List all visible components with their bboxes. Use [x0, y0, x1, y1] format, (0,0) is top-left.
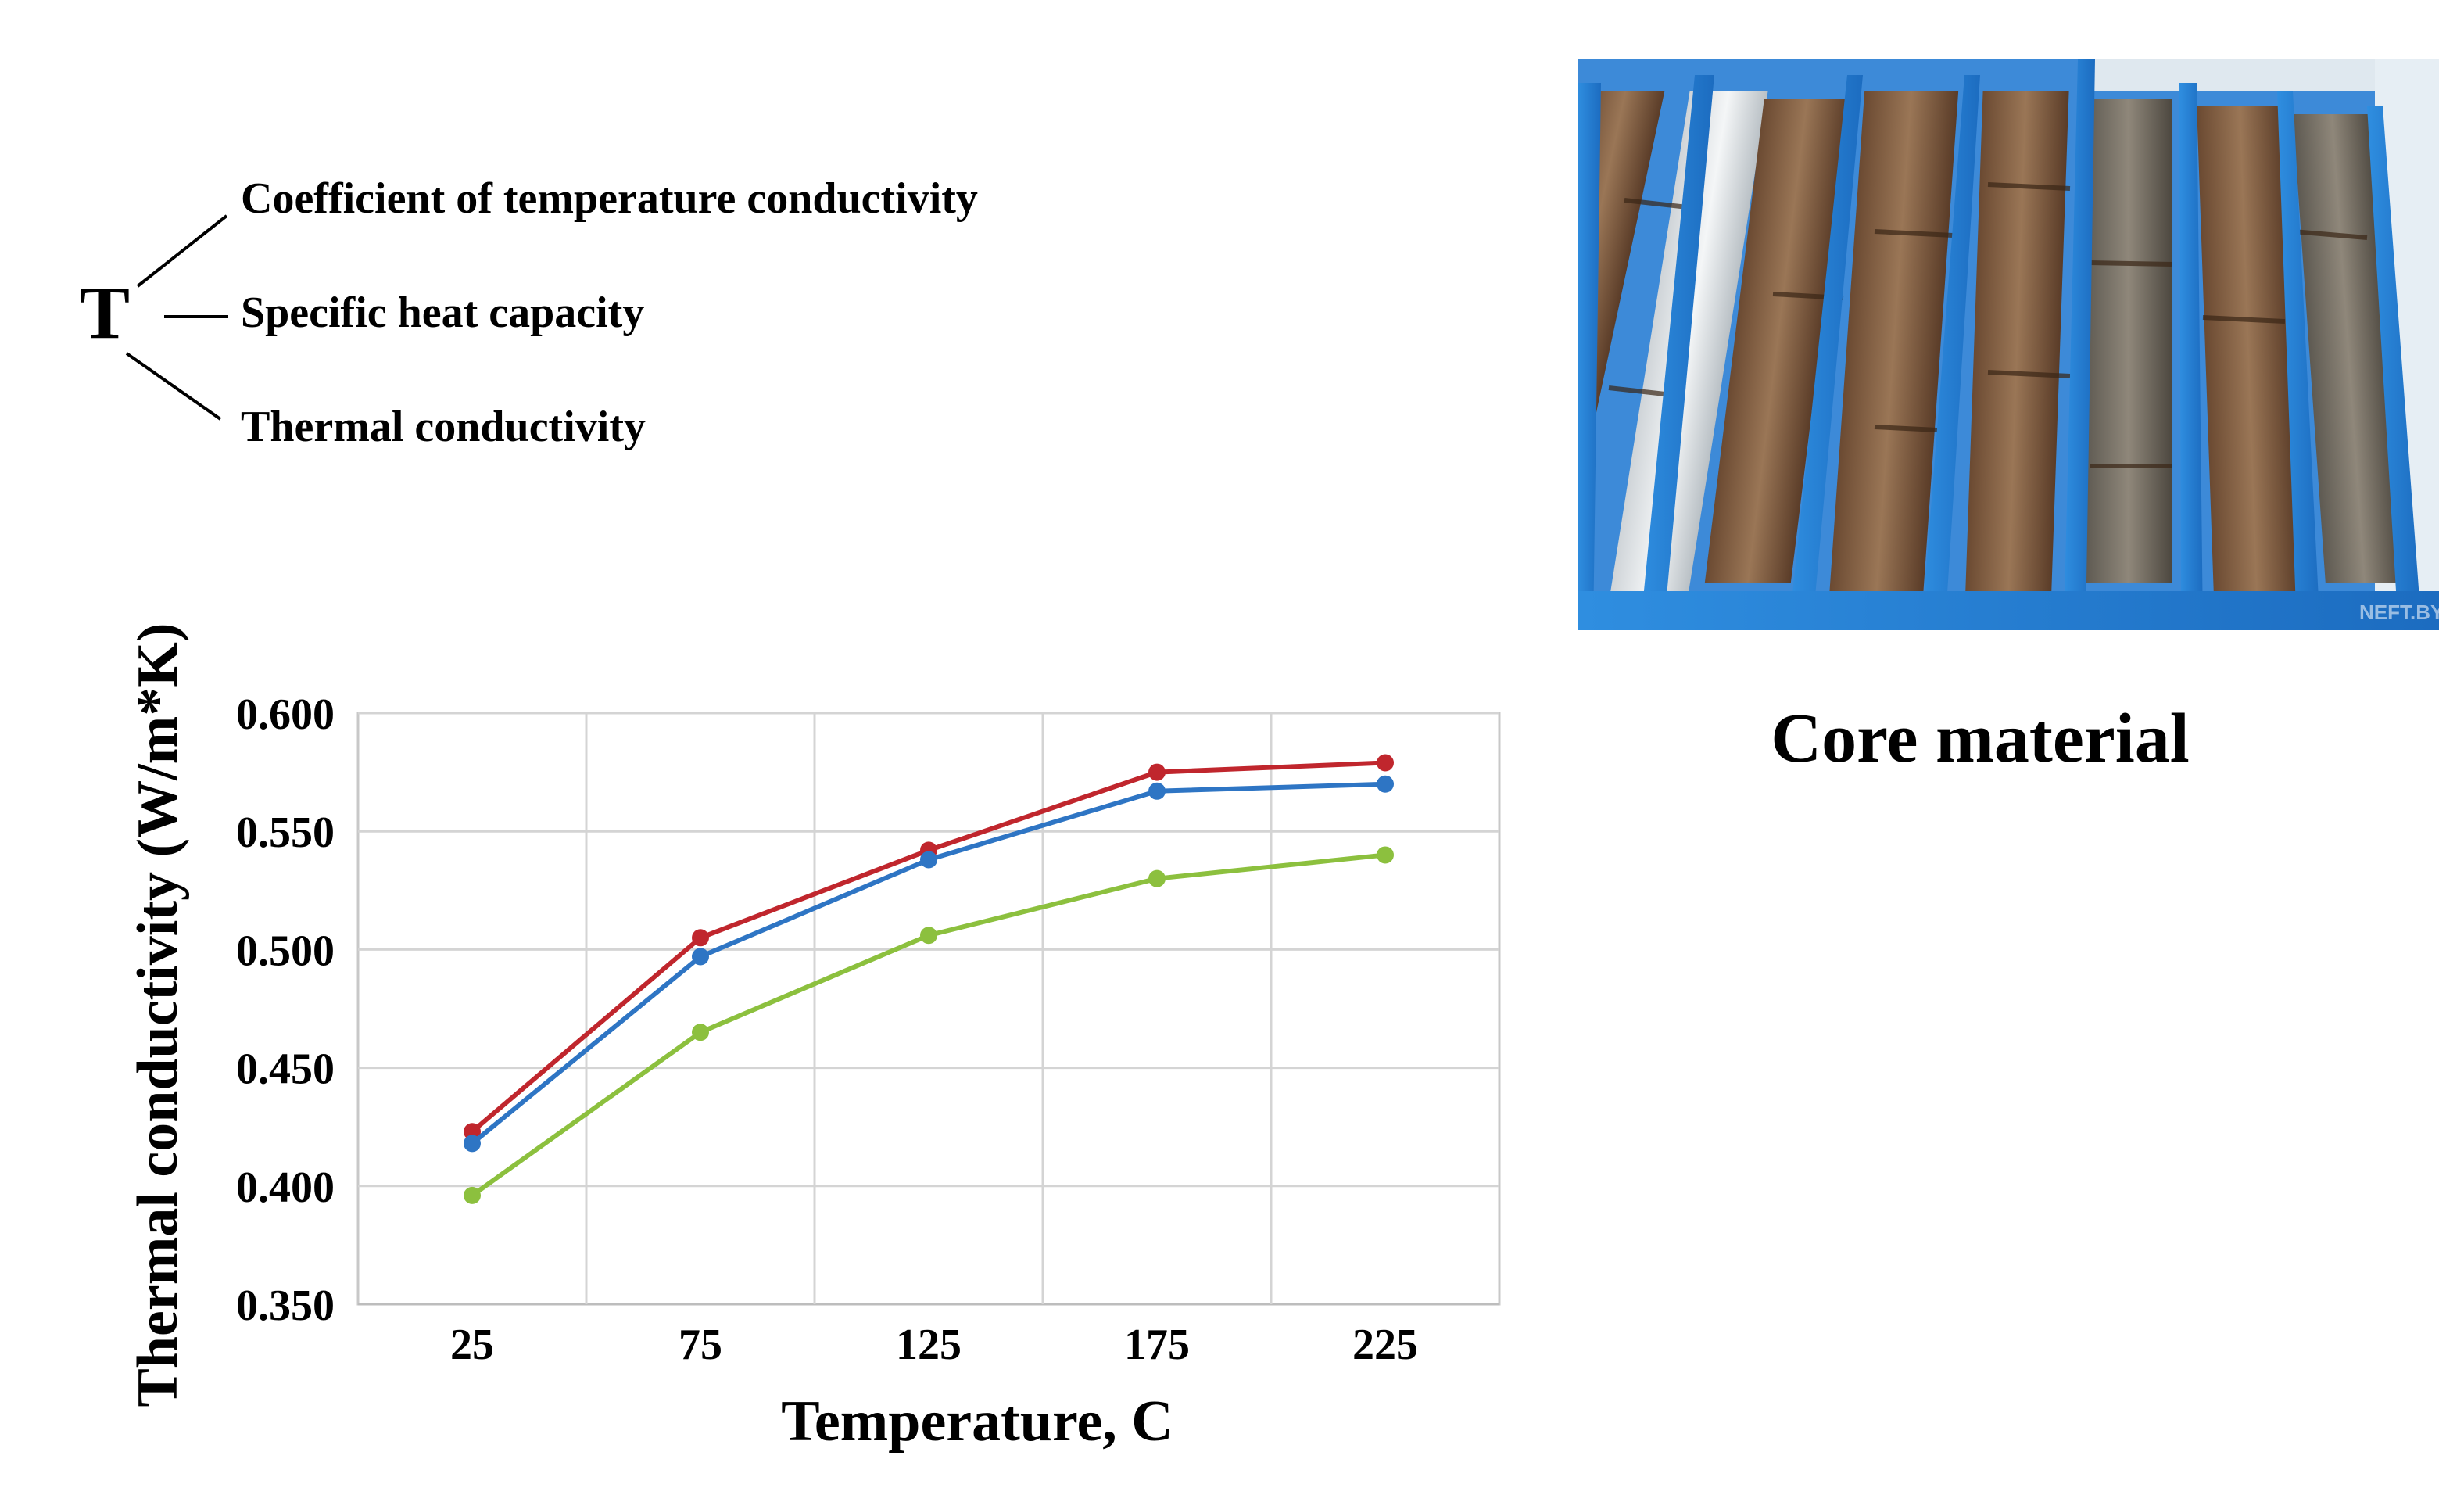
series-layer [464, 754, 1394, 1204]
x-tick-label: 125 [896, 1321, 962, 1369]
y-tick-label: 0.450 [236, 1045, 335, 1094]
y-tick-label: 0.600 [236, 690, 335, 739]
x-tick-label: 175 [1124, 1321, 1190, 1369]
y-axis-ticks: 0.600 0.550 0.500 0.450 0.400 0.350 [236, 690, 335, 1330]
tree-root-symbol: T [80, 271, 131, 354]
core-box-dividers [1578, 59, 2439, 630]
y-tick-label: 0.400 [236, 1163, 335, 1212]
core-boxes-illustration: NEFT.BY [1578, 59, 2439, 630]
data-point [464, 1186, 481, 1204]
series-1 [464, 775, 1394, 1153]
photo-caption: Core material [1771, 700, 2190, 777]
tree-item-thermal-conductivity: Thermal conductivity [241, 403, 646, 451]
data-point [1377, 775, 1394, 793]
data-point [920, 927, 937, 945]
x-tick-label: 75 [679, 1321, 722, 1369]
tree-item-specific-heat-capacity: Specific heat capacity [241, 289, 645, 337]
photo-watermark: NEFT.BY [2359, 601, 2439, 624]
data-point [692, 929, 709, 947]
x-axis-label: Temperature, C [781, 1389, 1173, 1454]
y-tick-label: 0.350 [236, 1282, 335, 1330]
y-axis-label: Thermal conductivity (W/m*K) [126, 622, 190, 1407]
data-point [1148, 763, 1166, 781]
tree-connector-line [136, 214, 228, 288]
data-point [1377, 846, 1394, 864]
tree-connector-lines [125, 214, 228, 421]
plot-area [356, 712, 1501, 1306]
data-point [1148, 869, 1166, 887]
y-tick-label: 0.500 [236, 927, 335, 975]
tree-connector-line [125, 352, 222, 421]
data-point [464, 1135, 481, 1153]
data-point [464, 1123, 481, 1141]
series-2 [464, 846, 1394, 1204]
x-tick-label: 225 [1352, 1321, 1418, 1369]
core-material-photo: NEFT.BY [1578, 59, 2439, 630]
data-point [692, 1024, 709, 1041]
data-point [1377, 754, 1394, 772]
x-axis-ticks: 25 75 125 175 225 [450, 1321, 1418, 1369]
data-point [920, 851, 937, 869]
x-tick-label: 25 [450, 1321, 494, 1369]
tree-item-temperature-conductivity: Coefficient of temperature conductivity [241, 174, 978, 223]
data-point [1148, 782, 1166, 800]
y-tick-label: 0.550 [236, 808, 335, 857]
data-point [692, 948, 709, 966]
